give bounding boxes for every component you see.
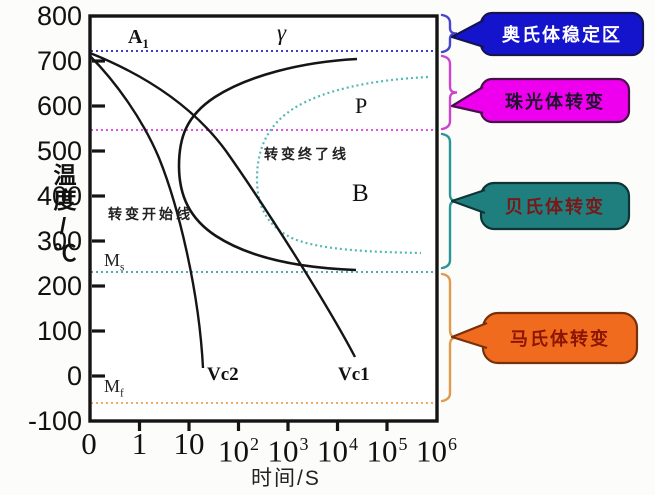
chart-border [88, 14, 439, 423]
callout-bainite-bubble [450, 181, 631, 231]
brace-austenite [440, 13, 458, 54]
vc2-curve [89, 55, 205, 369]
y-tick-label: -100 [27, 406, 82, 436]
brace-pearlite [440, 54, 458, 131]
x-tick-label: 0 [81, 426, 97, 461]
x-tick-label: 103 [267, 433, 309, 469]
callout-tail [452, 87, 485, 113]
y-tick-label: 100 [36, 316, 82, 346]
callout-austenite-label: 奥氏体稳定区 [502, 25, 622, 45]
mf-label: Mf [104, 376, 124, 400]
bainite-region-label: B [352, 180, 369, 207]
callout-tail [452, 190, 487, 213]
y-tick-label: 600 [36, 91, 82, 121]
x-tick-label: 10 [173, 426, 205, 461]
vc1-curve [89, 51, 357, 358]
y-tick-label: 300 [36, 226, 82, 256]
y-tick-label: 500 [36, 136, 82, 166]
plot-area [90, 16, 437, 421]
start-line-label: 转变开始线 [108, 206, 193, 222]
callout-pearlite-label: 珠光体转变 [505, 91, 605, 112]
y-tick-label: 0 [66, 361, 82, 391]
callout-martensite-bubble [450, 311, 639, 365]
callout-tail [452, 20, 486, 47]
x-tick-label: 1 [131, 426, 148, 461]
x-axis-ticks [137, 421, 389, 431]
gamma-region-label: γ [277, 20, 287, 45]
start-line-curve [177, 57, 358, 272]
x-tick-label: 106 [416, 433, 457, 469]
ms-label: Ms [104, 250, 125, 274]
callout-bainite-label: 贝氏体转变 [505, 197, 605, 217]
x-tick-label: 105 [366, 433, 408, 469]
vc1-label: Vc1 [338, 364, 370, 385]
pearlite-region-label: P [355, 93, 368, 118]
vc2-label: Vc2 [207, 364, 239, 385]
a1-label: A1 [128, 26, 149, 51]
callout-pearlite-bubble [450, 77, 631, 124]
end-line-label: 转变终了线 [264, 146, 349, 162]
y-axis-ticks [92, 59, 105, 378]
y-tick-label: 700 [36, 46, 82, 76]
x-tick-label: 102 [218, 433, 259, 469]
x-axis-title: 时间/S [251, 467, 321, 490]
x-tick-label: 104 [317, 433, 358, 469]
y-axis-title: 温度/℃ [50, 163, 76, 266]
y-tick-label: 200 [36, 271, 82, 301]
callout-tail [452, 323, 489, 348]
callout-austenite-bubble [450, 11, 645, 57]
y-tick-label: 400 [36, 181, 82, 211]
y-tick-label: 800 [36, 1, 82, 31]
callout-martensite-label: 马氏体转变 [510, 329, 610, 349]
